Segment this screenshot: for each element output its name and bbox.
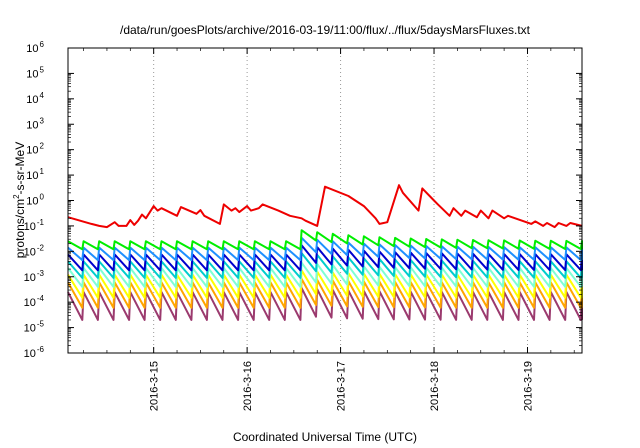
chart-title: /data/run/goesPlots/archive/2016-03-19/1… (120, 23, 531, 37)
y-tick-label: 10-4 (24, 294, 45, 309)
series-layer (67, 184, 583, 321)
y-tick-exponent: 3 (40, 116, 45, 125)
series-line (67, 229, 583, 251)
y-tick-exponent: -6 (37, 345, 45, 354)
x-tick-label: 2016-3-19 (522, 361, 534, 411)
y-tick-exponent: -3 (37, 269, 45, 278)
x-axis-label: Coordinated Universal Time (UTC) (233, 430, 417, 444)
y-tick-label: 105 (26, 65, 44, 80)
y-tick-exponent: 6 (40, 40, 45, 49)
y-tick-exponent: -4 (37, 294, 45, 303)
y-tick-label: 103 (26, 116, 44, 131)
y-tick-exponent: 5 (40, 65, 45, 74)
y-tick-exponent: 1 (40, 167, 45, 176)
y-tick-exponent: -1 (37, 218, 45, 227)
x-tick-label: 2016-3-16 (242, 361, 254, 411)
y-tick-exponent: 0 (40, 193, 45, 202)
y-tick-label: 102 (26, 142, 44, 157)
y-tick-exponent: -2 (37, 243, 45, 252)
x-axis-ticks: 2016-3-15 2016-3-16 2016-3-17 2016-3-18 2016… (83, 48, 575, 411)
y-tick-label: 10-6 (24, 345, 45, 360)
x-tick-label: 2016-3-17 (336, 361, 348, 411)
y-tick-exponent: -5 (37, 320, 45, 329)
y-tick-exponent: 4 (40, 91, 45, 100)
series-line (67, 236, 583, 262)
series-line (67, 184, 583, 229)
y-tick-label: 106 (26, 40, 44, 55)
x-tick-label: 2016-3-18 (429, 361, 441, 411)
y-tick-label: 101 (26, 167, 44, 182)
y-tick-label: 100 (26, 193, 44, 208)
y-tick-label: 104 (26, 91, 44, 106)
y-axis-label: protons/cm2-s-sr-MeV (12, 142, 27, 258)
y-tick-exponent: 2 (40, 142, 45, 151)
y-tick-label: 10-5 (24, 320, 45, 335)
y-tick-label: 10-3 (24, 269, 45, 284)
x-tick-label: 2016-3-15 (149, 361, 161, 411)
